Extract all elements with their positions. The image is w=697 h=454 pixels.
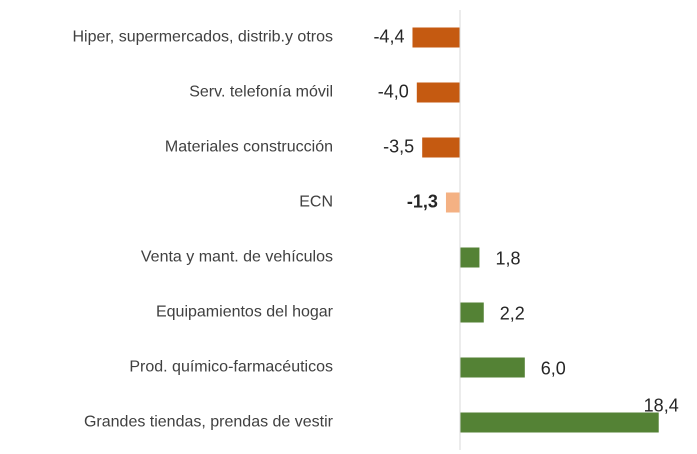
category-label: Materiales construcción — [165, 139, 333, 156]
data-label: -4,0 — [378, 81, 409, 101]
data-label: -3,5 — [383, 136, 414, 156]
category-label: Venta y mant. de vehículos — [141, 249, 333, 266]
category-label: ECN — [299, 194, 333, 211]
data-label: 18,4 — [644, 395, 679, 415]
category-label: Equipamientos del hogar — [156, 304, 334, 321]
bar — [460, 302, 484, 323]
category-label: Serv. telefonía móvil — [189, 84, 333, 101]
category-label: Hiper, supermercados, distrib.y otros — [72, 29, 333, 46]
bar — [416, 82, 460, 103]
data-label: 6,0 — [541, 358, 566, 378]
bar — [460, 247, 480, 268]
bar — [445, 192, 460, 213]
bar — [460, 412, 659, 433]
category-label: Prod. químico-farmacéuticos — [129, 359, 333, 376]
data-label: -1,3 — [407, 191, 438, 211]
bar — [460, 357, 525, 378]
category-label: Grandes tiendas, prendas de vestir — [84, 414, 334, 431]
data-label: 2,2 — [500, 303, 525, 323]
bar — [412, 27, 460, 48]
bar — [422, 137, 460, 158]
data-label: -4,4 — [373, 26, 404, 46]
data-label: 1,8 — [495, 248, 520, 268]
